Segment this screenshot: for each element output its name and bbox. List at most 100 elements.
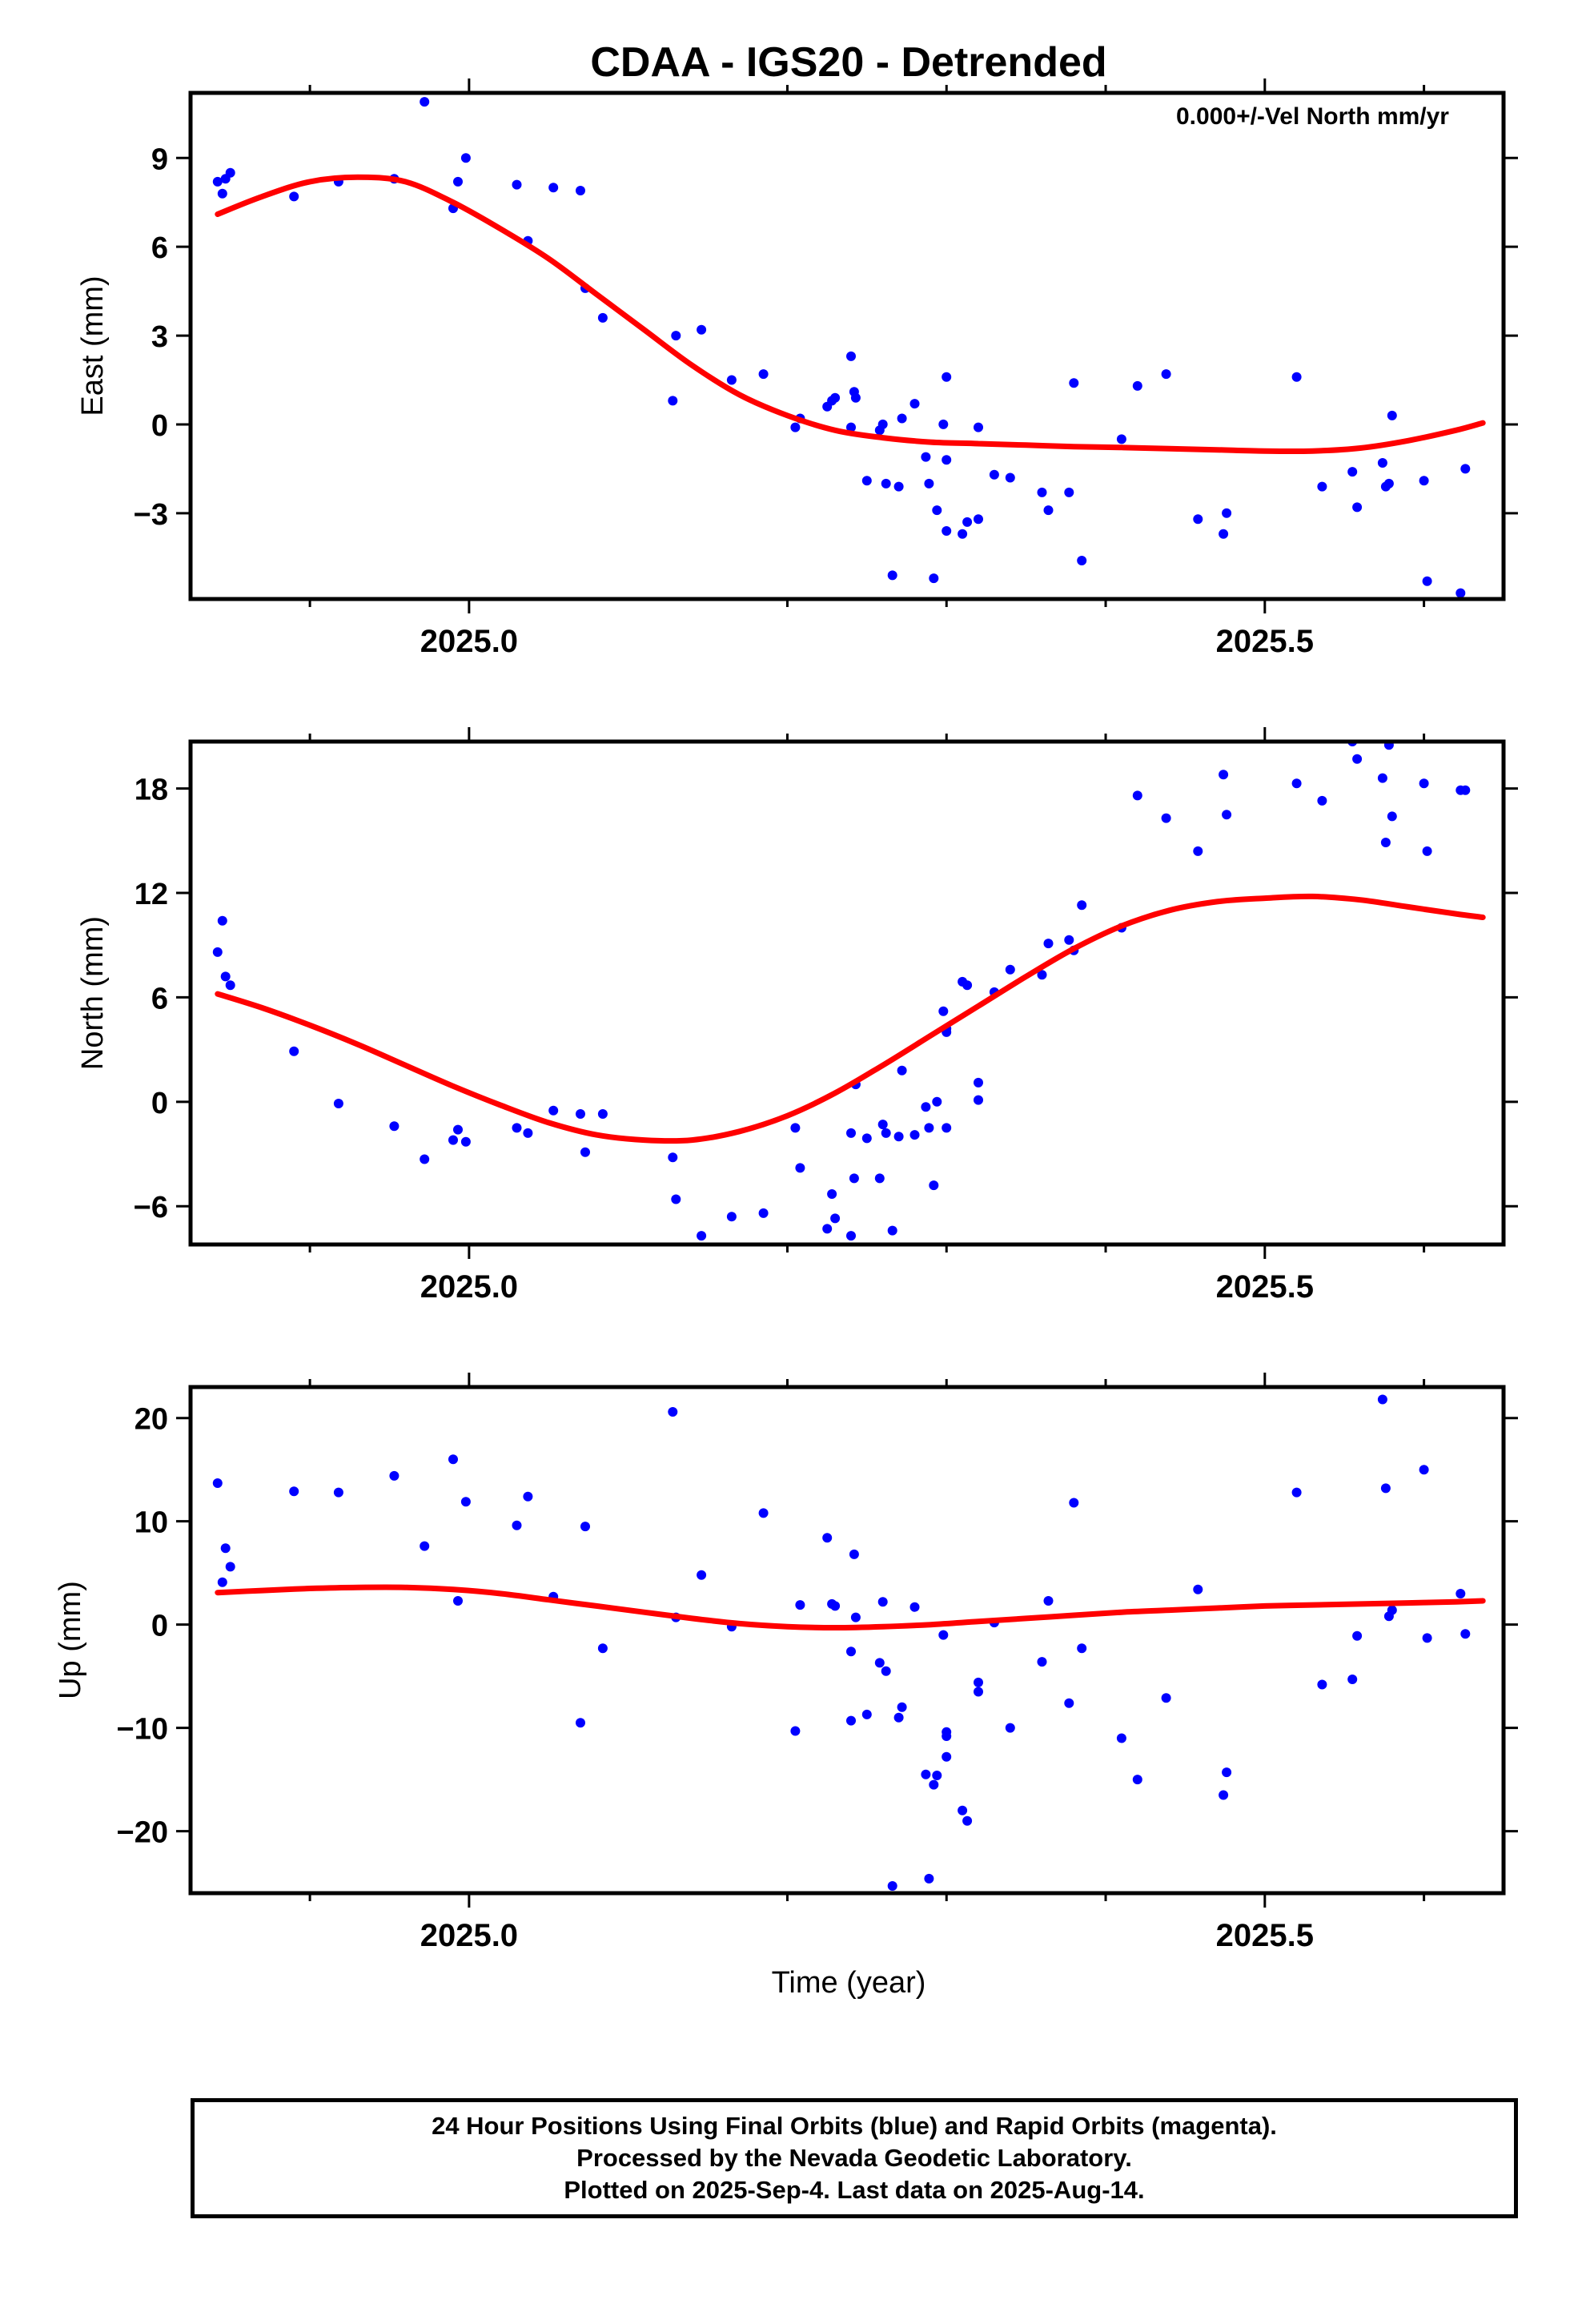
up-point	[523, 1491, 533, 1502]
north-point	[1222, 810, 1232, 820]
north-y-tick-label: 6	[151, 982, 168, 1015]
east-point	[1387, 410, 1397, 420]
east-point	[1460, 464, 1471, 474]
north-y-tick-label: −6	[134, 1191, 168, 1224]
east-data	[212, 97, 1486, 598]
east-point	[938, 419, 949, 429]
up-point	[861, 1709, 872, 1719]
footer-line-3: Plotted on 2025-Sep-4. Last data on 2025…	[564, 2176, 1145, 2204]
panel-north: 2025.0 2025.5 −6 0 6 12 18 North (mm)	[76, 727, 1518, 1305]
up-point	[924, 1873, 934, 1884]
east-point	[932, 505, 942, 516]
north-point	[523, 1128, 533, 1138]
east-point	[989, 469, 999, 480]
up-frame	[188, 1385, 1506, 1896]
up-point	[289, 1486, 299, 1497]
east-point	[1193, 514, 1203, 525]
east-point	[1116, 434, 1126, 444]
east-point	[1422, 576, 1432, 586]
north-point	[1383, 742, 1394, 750]
north-point	[225, 980, 235, 991]
north-point	[932, 1096, 942, 1107]
north-point	[929, 1180, 939, 1191]
east-point	[846, 422, 856, 432]
north-point	[289, 1046, 299, 1056]
up-point	[420, 1541, 430, 1551]
up-point	[576, 1718, 585, 1728]
east-point	[1064, 487, 1074, 497]
east-point	[897, 413, 907, 424]
north-point	[974, 1095, 983, 1105]
east-point	[671, 331, 681, 341]
east-y-tick-label: 9	[151, 143, 168, 176]
up-point	[460, 1497, 471, 1507]
panel-up: 2025.0 2025.5 −20 −10 0 10 20 Up (mm)	[54, 1373, 1518, 1953]
east-point	[1043, 505, 1054, 516]
north-point	[974, 1077, 983, 1088]
x-axis-label: Time (year)	[772, 1966, 926, 2000]
up-point	[1043, 1596, 1054, 1606]
north-point	[1219, 770, 1229, 780]
up-point	[1419, 1465, 1429, 1475]
up-point	[1132, 1775, 1142, 1785]
north-point	[795, 1163, 805, 1173]
up-point	[212, 1478, 223, 1488]
north-point	[881, 1128, 891, 1138]
up-point	[874, 1658, 885, 1668]
up-point	[938, 1630, 949, 1640]
north-fit-line	[215, 893, 1486, 1144]
up-point	[1037, 1657, 1047, 1667]
north-point	[217, 915, 227, 926]
up-point	[597, 1643, 608, 1654]
up-point	[1005, 1723, 1015, 1733]
east-point	[790, 422, 801, 432]
east-fit-line	[215, 174, 1486, 455]
north-point	[1387, 811, 1397, 822]
north-point	[921, 1102, 931, 1112]
north-point	[576, 1109, 585, 1119]
east-point	[697, 324, 707, 335]
up-point	[1291, 1487, 1302, 1498]
north-point	[874, 1173, 885, 1184]
north-point	[333, 1099, 343, 1108]
up-point	[580, 1522, 590, 1532]
up-point	[448, 1454, 458, 1465]
up-point	[512, 1520, 522, 1530]
east-point	[726, 375, 737, 385]
north-point	[893, 1132, 904, 1142]
up-point	[1456, 1589, 1466, 1598]
up-point	[668, 1407, 678, 1417]
east-y-tick-label: 6	[151, 231, 168, 265]
up-point	[942, 1727, 952, 1737]
east-point	[974, 422, 983, 432]
north-point	[790, 1123, 801, 1133]
east-y-tick-label: 0	[151, 409, 168, 443]
east-point	[1419, 476, 1429, 486]
north-y-tick-label: 18	[135, 774, 168, 807]
up-point	[893, 1712, 904, 1723]
up-fit-line	[215, 1584, 1486, 1631]
up-y-tick-label: 10	[135, 1506, 168, 1540]
up-point	[974, 1687, 983, 1697]
up-point	[453, 1596, 463, 1606]
up-point	[887, 1881, 897, 1891]
north-point	[1193, 846, 1203, 856]
north-point	[1419, 778, 1429, 789]
north-point	[962, 980, 973, 991]
up-point	[1352, 1630, 1363, 1641]
north-point	[697, 1231, 707, 1241]
footer-line-1: 24 Hour Positions Using Final Orbits (bl…	[432, 2112, 1277, 2140]
up-point	[846, 1647, 856, 1657]
up-point	[1380, 1483, 1391, 1494]
north-point	[220, 971, 231, 982]
east-point	[597, 312, 608, 323]
east-y-tick-label: 3	[151, 320, 168, 354]
up-point	[932, 1771, 942, 1780]
north-point	[924, 1123, 934, 1133]
north-point	[849, 1173, 859, 1184]
up-point	[846, 1715, 856, 1726]
north-point	[942, 1123, 952, 1133]
east-point	[942, 372, 952, 382]
east-point	[1347, 467, 1358, 477]
